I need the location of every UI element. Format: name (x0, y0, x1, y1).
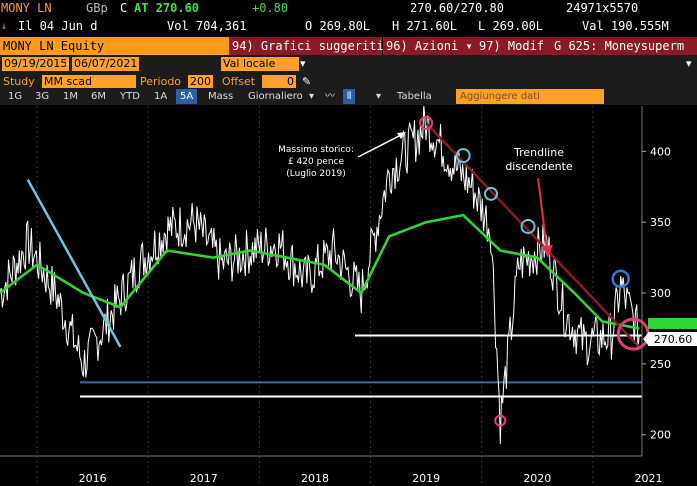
pencil-icon[interactable]: ✎ (302, 75, 312, 88)
price-chart[interactable]: 200 250 300 350 400 2016 2017 2018 2019 2020 2021… (0, 106, 697, 486)
range-max[interactable]: Mass (208, 91, 234, 102)
arrow-icon: ↓ (1, 21, 8, 32)
currency-select[interactable]: Val locale (221, 57, 299, 71)
peak-marker (483, 186, 498, 201)
breakout-marker (611, 269, 630, 289)
covid-low-marker (494, 414, 507, 427)
currency: GBp (86, 1, 108, 15)
price-tag: 270.60 (654, 333, 693, 346)
study-label: Study (3, 75, 35, 88)
y-tick-label: 350 (650, 216, 671, 229)
chevron-down-icon: ▾ (465, 39, 473, 53)
range-5a[interactable]: 5A (176, 89, 198, 104)
offset-field[interactable]: 0 (262, 75, 296, 88)
range-ytd[interactable]: YTD (120, 91, 140, 102)
trend-arrow (537, 177, 548, 251)
period-label: Periodo (140, 75, 182, 88)
range-1m[interactable]: 1M (63, 91, 78, 102)
x-tick-label: 2016 (79, 472, 107, 485)
menu-page[interactable]: G 625: Moneysuperm (551, 37, 697, 55)
study-bar: Study MM scad Periodo 200 Offset 0 ✎ (0, 73, 697, 90)
price-series (0, 106, 640, 444)
trend-arrowhead (542, 245, 553, 258)
quote-flag: C (120, 1, 128, 15)
range-3g[interactable]: 3G (35, 91, 50, 102)
study-select[interactable]: MM scad (42, 75, 136, 88)
chart-levels (80, 334, 642, 398)
trend-annotation-line2: discendente (505, 160, 573, 173)
date-separator: - (65, 57, 69, 70)
ticker: MONY LN (1, 1, 52, 15)
ath-arrowhead (397, 132, 406, 139)
chevron-down-icon[interactable]: ▾ (376, 91, 382, 102)
x-tick-label: 2020 (523, 472, 551, 485)
ath-annotation-line3: (Luglio 2019) (286, 169, 346, 179)
menu-suggested-charts-label: 94) Grafici suggeriti (232, 39, 384, 53)
security-field[interactable]: MONY LN Equity (0, 37, 229, 55)
trend-annotation-line1: Trendline (513, 146, 564, 159)
end-date-field[interactable]: 06/07/2021 (72, 57, 140, 71)
range-6m[interactable]: 6M (91, 91, 106, 102)
add-data-field[interactable]: Aggiungere dati (456, 89, 604, 104)
range-1a[interactable]: 1A (154, 91, 168, 102)
date-bar: 09/19/2015 - 06/07/2021 Val locale ▾ ▾ (0, 55, 697, 73)
y-tick-label: 400 (650, 145, 671, 158)
ath-marker (419, 116, 434, 131)
price-tag-pointer (643, 333, 648, 345)
bar-chart-icon[interactable]: ⫴ (343, 89, 356, 104)
x-tick-label: 2017 (190, 472, 218, 485)
ohlc-bar: ↓ Il 04 Jun d Vol 704,361 O 269.80L H 27… (0, 18, 697, 35)
menu-edit[interactable]: 97) Modif ▾ (476, 37, 559, 55)
line-chart-icon[interactable]: 〰 (325, 91, 335, 102)
open-price: O 269.80L (305, 19, 371, 33)
range-bar: 1G 3G 1M 6M YTD 1A 5A Mass Giornaliero ▾… (0, 88, 697, 105)
descending-trendline (425, 122, 641, 348)
range-1g[interactable]: 1G (8, 91, 23, 102)
ath-arrow (357, 133, 404, 158)
price-tag-box (648, 332, 697, 346)
last-price: AT 270.60 (134, 1, 200, 15)
y-tick-label: 300 (650, 287, 671, 300)
x-axis: 2016 2017 2018 2019 2020 2021 (0, 455, 662, 485)
menu-suggested-charts[interactable]: 94) Grafici suggeriti ▾ (229, 37, 398, 55)
price-change: +0.80 (252, 1, 289, 15)
y-tick-label: 200 (650, 429, 671, 442)
frequency-select[interactable]: Giornaliero (248, 91, 303, 102)
x-tick-label: 2018 (301, 472, 329, 485)
menu-bar: MONY LN Equity 94) Grafici suggeriti ▾ 9… (0, 37, 697, 55)
date-line: Il 04 Jun d (18, 19, 98, 33)
peak-marker (520, 218, 536, 234)
chart-markers (419, 116, 650, 427)
descending-trendline-2016 (26, 179, 122, 348)
moving-average-series (0, 213, 640, 330)
ath-annotation-line1: Massimo storico: (278, 145, 354, 155)
y-tick-label: 250 (650, 358, 671, 371)
period-field[interactable]: 200 (188, 75, 213, 88)
y-axis: 200 250 300 350 400 (641, 106, 671, 456)
low-price: L 269.00L (478, 19, 544, 33)
chevron-down-icon[interactable]: ▾ (300, 57, 306, 70)
chevron-down-icon[interactable]: ▾ (686, 57, 692, 70)
volume: Vol 704,361 (167, 19, 247, 33)
menu-actions[interactable]: 96) Azioni ▾ (383, 37, 476, 55)
quote-bar: MONY LN GBp C AT 270.60 +0.80 270.60/270… (0, 0, 697, 17)
menu-edit-label: 97) Modif (479, 39, 545, 53)
high-price: H 271.60L (392, 19, 458, 33)
value-traded: Val 190.555M (582, 19, 669, 33)
ath-annotation-line2: £ 420 pence (288, 157, 345, 167)
ma-tag-box (648, 318, 697, 329)
menu-actions-label: 96) Azioni (386, 39, 459, 53)
x-tick-label: 2021 (634, 472, 662, 485)
trendlines (26, 122, 641, 348)
offset-label: Offset (222, 75, 256, 88)
chart-grid (36, 106, 594, 486)
bid-ask-size: 24971x5570 (566, 1, 639, 15)
peak-marker (455, 148, 471, 164)
table-button[interactable]: Tabella (397, 91, 432, 102)
chevron-down-icon[interactable]: ▾ (309, 91, 315, 102)
x-tick-label: 2019 (412, 472, 440, 485)
start-date-field[interactable]: 09/19/2015 (2, 57, 70, 71)
bid-ask: 270.60/270.80 (410, 1, 504, 15)
